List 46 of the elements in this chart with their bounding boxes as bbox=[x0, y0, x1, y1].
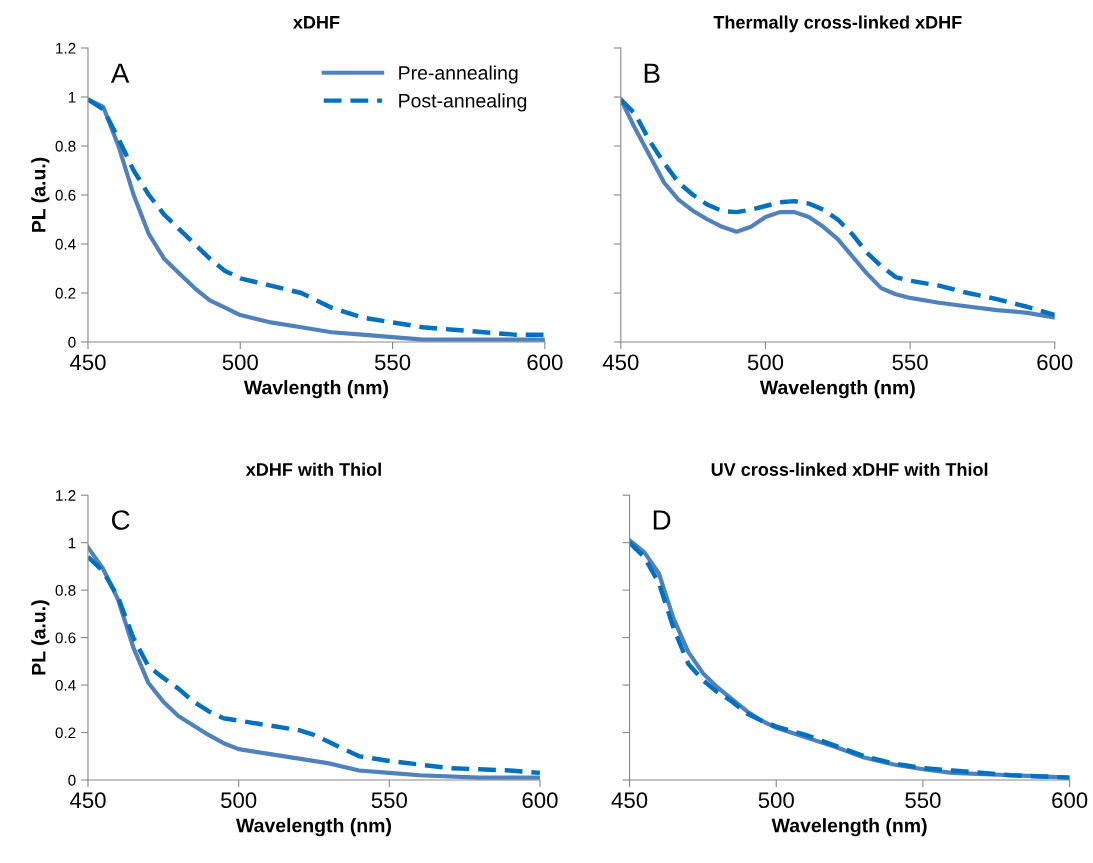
legend-label: Post-annealing bbox=[399, 93, 527, 112]
x-tick-label: 600 bbox=[1052, 792, 1088, 809]
y-tick-label: 0.2 bbox=[55, 727, 76, 739]
x-tick-label: 550 bbox=[371, 792, 407, 809]
y-tick-label: 1.2 bbox=[56, 42, 76, 54]
chart-title: xDHF bbox=[292, 16, 340, 29]
x-tick-label: 500 bbox=[220, 792, 257, 809]
y-tick-label: 1 bbox=[68, 92, 76, 103]
x-tick-label: 500 bbox=[747, 354, 784, 371]
x-tick-label: 500 bbox=[758, 792, 794, 809]
chart-title: Thermally cross-linked xDHF bbox=[713, 15, 962, 33]
annotation: A bbox=[110, 63, 130, 83]
y-axis-title: PL (a.u.) bbox=[31, 157, 50, 232]
x-tick-label: 600 bbox=[1037, 354, 1073, 371]
x-tick-label: 600 bbox=[522, 792, 558, 809]
legend-label: Pre-annealing bbox=[399, 65, 518, 84]
y-tick-label: 1.2 bbox=[56, 490, 76, 501]
y-tick-label: 0.4 bbox=[55, 238, 76, 250]
x-tick-label: 450 bbox=[611, 792, 648, 809]
x-axis-title: Wavelength (nm) bbox=[236, 818, 391, 837]
x-tick-label: 550 bbox=[892, 354, 928, 371]
y-tick-label: 0.6 bbox=[55, 632, 76, 644]
x-tick-label: 450 bbox=[69, 354, 106, 371]
y-axis-title: PL (a.u.) bbox=[31, 600, 50, 675]
chart-title: UV cross-linked xDHF with Thiol bbox=[711, 462, 988, 476]
y-tick-label: 0 bbox=[68, 774, 76, 786]
x-tick-label: 600 bbox=[527, 354, 563, 371]
x-tick-label: 500 bbox=[222, 354, 258, 371]
x-axis-title: Wavlength (nm) bbox=[243, 380, 389, 399]
annotation: B bbox=[644, 63, 660, 83]
y-tick-label: 0.6 bbox=[55, 189, 76, 201]
x-tick-label: 450 bbox=[602, 354, 639, 371]
x-tick-label: 550 bbox=[374, 354, 411, 371]
y-tick-label: 0.8 bbox=[55, 584, 76, 596]
y-tick-label: 0 bbox=[68, 336, 76, 348]
x-tick-label: 450 bbox=[69, 792, 106, 809]
annotation: D bbox=[653, 510, 671, 530]
x-tick-label: 550 bbox=[905, 792, 941, 809]
annotation: C bbox=[111, 510, 130, 530]
y-tick-label: 0.2 bbox=[55, 287, 76, 299]
x-axis-title: Wavelength (nm) bbox=[759, 380, 915, 399]
y-tick-label: 0.4 bbox=[55, 679, 76, 691]
x-axis-title: Wavelength (nm) bbox=[771, 818, 927, 837]
y-tick-label: 1 bbox=[68, 537, 76, 549]
y-tick-label: 0.8 bbox=[55, 140, 76, 152]
chart-title: xDHF with Thiol bbox=[245, 462, 381, 476]
